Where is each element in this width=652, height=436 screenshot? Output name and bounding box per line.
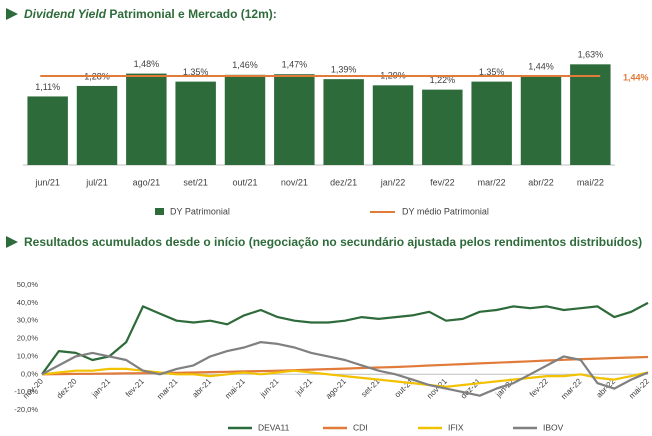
- bar: [570, 64, 611, 165]
- y-tick-label: 50,0%: [17, 280, 39, 289]
- x-tick-label: jun/21: [34, 177, 60, 187]
- x-tick-label: dez-21: [459, 376, 483, 400]
- data-label: 1,35%: [183, 67, 209, 77]
- x-tick-label: abr-21: [191, 376, 214, 399]
- x-tick-label: ago/21: [133, 177, 161, 187]
- data-label: 1,47%: [282, 60, 308, 70]
- chart-title: Dividend Yield Patrimonial e Mercado (12…: [24, 7, 277, 21]
- bar: [471, 81, 512, 165]
- x-tick-label: jul-21: [293, 376, 314, 397]
- title-icon: [6, 236, 18, 248]
- data-label: 1,63%: [578, 50, 604, 60]
- x-tick-label: nov/21: [281, 177, 308, 187]
- x-tick-label: fev/22: [430, 177, 455, 187]
- y-tick-label: 10,0%: [17, 351, 39, 360]
- data-label: 1,11%: [35, 82, 60, 92]
- title-text: Patrimonial e Mercado (12m):: [109, 7, 276, 21]
- bar: [520, 76, 562, 165]
- x-tick-label: ago-21: [324, 376, 348, 400]
- x-tick-label: out/21: [232, 177, 257, 187]
- legend-label: CDI: [353, 422, 368, 432]
- x-tick-label: mar/22: [478, 177, 506, 187]
- legend-label: DY Patrimonial: [170, 206, 230, 216]
- reference-label: 1,44%: [623, 72, 649, 82]
- x-tick-label: jan/22: [380, 177, 406, 187]
- x-tick-label: abr/22: [528, 177, 554, 187]
- chart-title: Resultados acumulados desde o início (ne…: [24, 235, 642, 249]
- y-tick-label: 20,0%: [17, 334, 39, 343]
- legend-label: DEVA11: [258, 422, 290, 432]
- y-tick-label: 0,0%: [21, 369, 38, 378]
- bar: [175, 81, 216, 165]
- title-icon: [6, 8, 18, 20]
- y-tick-label: 30,0%: [17, 316, 39, 325]
- data-label: 1,22%: [430, 75, 456, 85]
- y-tick-label: 40,0%: [17, 298, 39, 307]
- y-tick-label: -10,0%: [14, 387, 38, 396]
- x-tick-label: dez/21: [330, 177, 357, 187]
- legend-label: DY médio Patrimonial: [402, 206, 489, 216]
- data-label: 1,44%: [528, 61, 554, 71]
- title-emphasis: Dividend Yield: [24, 7, 107, 21]
- series-line: [41, 355, 649, 376]
- bar: [274, 74, 315, 165]
- x-tick-label: jan-21: [89, 376, 112, 399]
- data-label: 1,46%: [232, 60, 258, 70]
- x-tick-label: set/21: [183, 177, 208, 187]
- x-tick-label: mai/22: [577, 177, 604, 187]
- bar: [27, 96, 68, 165]
- bar: [422, 89, 463, 165]
- x-tick-label: jun-21: [258, 376, 281, 399]
- y-tick-label: -20,0%: [14, 405, 38, 414]
- data-label: 1,48%: [134, 59, 160, 69]
- x-tick-label: dez-20: [55, 376, 79, 400]
- bar: [372, 85, 414, 165]
- legend-label: IFIX: [448, 422, 464, 432]
- x-tick-label: mar-22: [559, 376, 584, 401]
- legend-label: IBOV: [543, 422, 564, 432]
- x-tick-label: mar-21: [155, 376, 180, 401]
- bar: [224, 74, 266, 165]
- series-line: [41, 341, 649, 397]
- data-label: 1,39%: [331, 65, 357, 75]
- bar: [76, 85, 118, 165]
- legend-swatch: [155, 208, 164, 215]
- data-label: 1,35%: [479, 67, 505, 77]
- x-tick-label: jul/21: [85, 177, 108, 187]
- x-tick-label: mai-21: [223, 376, 247, 400]
- bar: [126, 73, 167, 165]
- series-line: [41, 301, 649, 375]
- x-tick-label: fev-22: [528, 376, 550, 398]
- bar: [323, 79, 364, 165]
- x-tick-label: fev-21: [124, 376, 146, 398]
